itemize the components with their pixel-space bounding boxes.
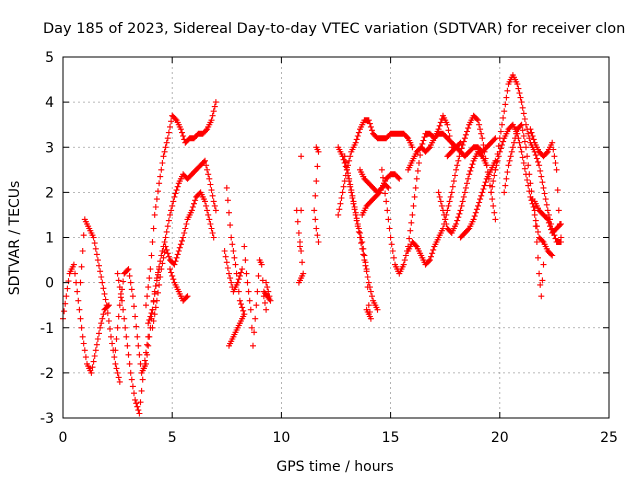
data-point-markers <box>143 99 219 309</box>
data-point-markers <box>435 148 490 236</box>
data-point-markers <box>531 198 564 236</box>
series-t14 <box>311 144 322 245</box>
series-t25 <box>457 157 499 241</box>
series-t11 <box>221 248 246 295</box>
y-tick-label: 3 <box>45 140 54 156</box>
series-t30 <box>531 198 564 236</box>
series-t8 <box>167 266 191 304</box>
y-tick-label: -2 <box>40 366 54 382</box>
data-points <box>60 72 564 417</box>
series-t12 <box>260 279 274 304</box>
axis-ticks: 0 5 10 15 20 25 -3 -2 -1 0 1 2 3 4 5 <box>40 50 618 446</box>
y-axis-label: SDTVAR / TECUs <box>7 181 23 296</box>
data-point-markers <box>444 135 499 160</box>
data-point-markers <box>457 157 499 241</box>
series-t17 <box>341 153 374 322</box>
x-tick-label: 10 <box>272 430 290 446</box>
series-t2 <box>77 216 123 385</box>
data-point-markers <box>341 153 374 322</box>
data-point-markers <box>241 243 270 349</box>
series-t13 <box>293 153 307 286</box>
x-tick-label: 15 <box>382 430 400 446</box>
data-point-markers <box>501 121 556 259</box>
data-point-markers <box>527 126 564 241</box>
data-point-markers <box>114 270 152 417</box>
series-t7 <box>149 189 217 331</box>
series-t23 <box>435 148 490 236</box>
series-t4 <box>114 270 152 417</box>
x-tick-label: 20 <box>491 430 509 446</box>
data-point-markers <box>260 279 274 304</box>
y-tick-label: 5 <box>45 50 54 66</box>
data-point-markers <box>149 189 217 331</box>
y-tick-label: 4 <box>45 95 54 111</box>
data-point-markers <box>221 248 246 295</box>
data-point-markers <box>293 153 307 286</box>
data-point-markers <box>167 266 191 304</box>
data-point-markers <box>311 144 322 245</box>
y-tick-label: 1 <box>45 231 54 247</box>
series-t5 <box>143 99 219 309</box>
x-tick-label: 0 <box>59 430 68 446</box>
x-axis-label: GPS time / hours <box>276 459 393 475</box>
y-tick-label: -1 <box>40 321 54 337</box>
x-tick-label: 5 <box>168 430 177 446</box>
data-point-markers <box>77 216 123 385</box>
series-t10 <box>241 243 270 349</box>
chart-title: Day 185 of 2023, Sidereal Day-to-day VTE… <box>43 21 625 37</box>
series-t24 <box>444 135 499 160</box>
x-tick-label: 25 <box>600 430 618 446</box>
series-t29 <box>527 126 564 241</box>
y-tick-label: 2 <box>45 185 54 201</box>
y-tick-label: -3 <box>40 411 54 427</box>
series-t28 <box>501 121 556 259</box>
y-tick-label: 0 <box>45 276 54 292</box>
